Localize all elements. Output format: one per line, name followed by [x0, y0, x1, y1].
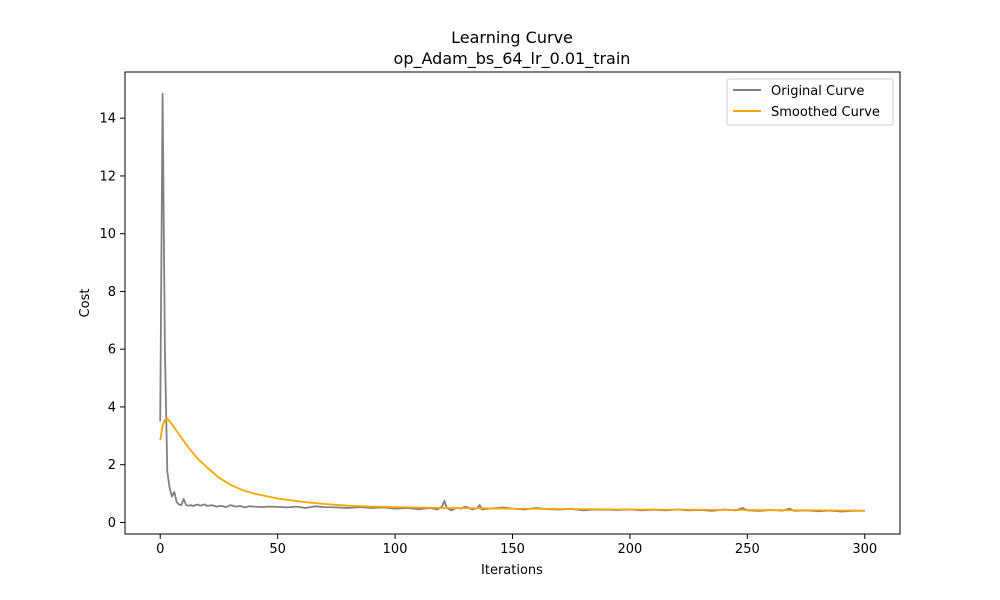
legend: Original Curve Smoothed Curve	[726, 78, 894, 126]
plot-area-frame	[124, 71, 901, 535]
x-tick-label: 100	[383, 542, 408, 557]
legend-label-original: Original Curve	[771, 84, 864, 99]
y-tick-label: 4	[108, 400, 116, 415]
y-tick-label: 8	[108, 285, 116, 300]
series-line-0	[159, 92, 865, 513]
y-tick-label: 12	[99, 169, 116, 184]
x-tick-label: 50	[269, 542, 286, 557]
y-tick-label: 14	[99, 112, 116, 127]
x-tick-label: 300	[852, 542, 877, 557]
x-axis-ticks: 0 50 100 150 200 250 300	[156, 534, 877, 557]
x-tick-label: 250	[735, 542, 760, 557]
series-lines	[159, 92, 865, 513]
y-tick-label: 2	[108, 458, 116, 473]
y-tick-label: 10	[99, 227, 116, 242]
y-axis-label: Cost	[78, 289, 93, 318]
series-line-1	[159, 417, 865, 512]
y-tick-label: 0	[108, 516, 116, 531]
x-tick-label: 150	[500, 542, 525, 557]
chart-subtitle: op_Adam_bs_64_lr_0.01_train	[394, 49, 631, 69]
legend-label-smoothed: Smoothed Curve	[771, 105, 880, 120]
y-tick-label: 6	[108, 343, 116, 358]
chart-title: Learning Curve	[451, 28, 573, 47]
x-tick-label: 0	[156, 542, 164, 557]
x-axis-label: Iterations	[481, 563, 543, 578]
x-tick-label: 200	[618, 542, 643, 557]
legend-box	[726, 78, 894, 126]
y-axis-ticks: 0 2 4 6 8 10 12 14	[99, 112, 125, 531]
